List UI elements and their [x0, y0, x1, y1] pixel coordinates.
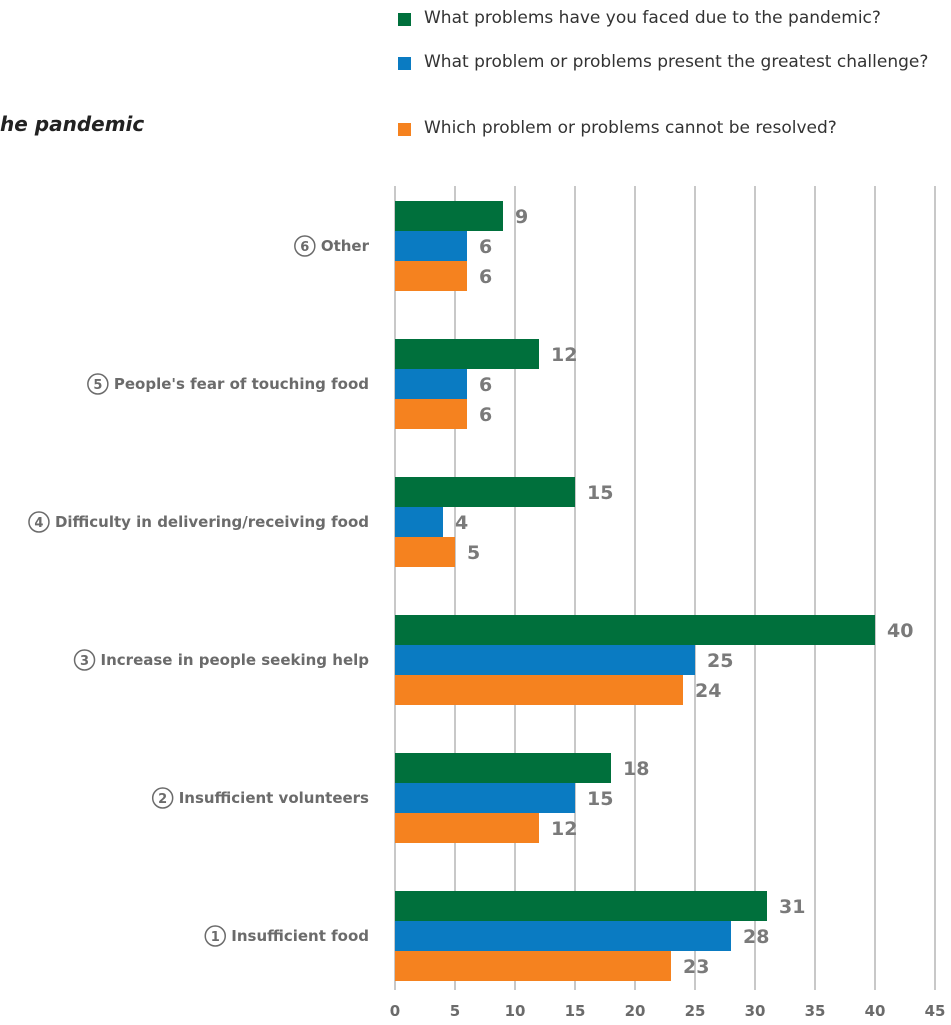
value-label-cannot-resolve-4: 5 [467, 542, 480, 564]
value-label-cannot-resolve-5: 6 [479, 404, 492, 426]
bar-greatest-challenge-6 [395, 231, 467, 261]
category-number-circle-4 [28, 511, 50, 533]
bar-faced-3 [395, 615, 875, 645]
bar-faced-1 [395, 891, 767, 921]
x-tick-label-20: 20 [625, 1002, 646, 1020]
bar-cannot-resolve-1 [395, 951, 671, 981]
category-label-4: Difficulty in delivering/receiving food [55, 513, 369, 531]
value-label-faced-1: 31 [779, 896, 805, 918]
value-label-faced-2: 18 [623, 758, 649, 780]
category-number-5: 5 [93, 378, 102, 393]
category-number-2: 2 [158, 792, 167, 807]
value-label-cannot-resolve-6: 6 [479, 266, 492, 288]
value-label-faced-6: 9 [515, 206, 528, 228]
bar-greatest-challenge-5 [395, 369, 467, 399]
bar-faced-2 [395, 753, 611, 783]
value-label-faced-4: 15 [587, 482, 613, 504]
legend-label-cannot-resolve: Which problem or problems cannot be reso… [424, 118, 837, 138]
value-label-cannot-resolve-1: 23 [683, 956, 709, 978]
value-label-cannot-resolve-3: 24 [695, 680, 721, 702]
bar-greatest-challenge-4 [395, 507, 443, 537]
bar-faced-4 [395, 477, 575, 507]
category-number-1: 1 [211, 930, 220, 945]
bar-greatest-challenge-2 [395, 783, 575, 813]
value-label-faced-5: 12 [551, 344, 577, 366]
category-label-6: Other [321, 237, 370, 255]
bar-cannot-resolve-2 [395, 813, 539, 843]
x-tick-label-5: 5 [450, 1002, 460, 1020]
legend-item-faced: What problems have you faced due to the … [398, 8, 944, 29]
value-label-greatest-challenge-3: 25 [707, 650, 733, 672]
category-number-6: 6 [300, 240, 309, 255]
category-number-circle-5 [87, 373, 109, 395]
category-number-circle-6 [294, 235, 316, 257]
category-label-2: Insufficient volunteers [179, 789, 369, 807]
category-label-1: Insufficient food [231, 927, 369, 945]
x-tick-label-30: 30 [745, 1002, 766, 1020]
category-number-circle-2 [151, 787, 174, 809]
bar-cannot-resolve-5 [395, 399, 467, 429]
bar-greatest-challenge-1 [395, 921, 731, 951]
bar-faced-6 [395, 201, 503, 231]
bar-cannot-resolve-6 [395, 261, 467, 291]
category-label-3: Increase in people seeking help [101, 651, 370, 669]
category-number-circle-1 [204, 925, 226, 947]
value-label-greatest-challenge-4: 4 [455, 512, 468, 534]
legend-swatch-faced [398, 13, 411, 26]
bar-faced-5 [395, 339, 539, 369]
x-tick-label-35: 35 [805, 1002, 826, 1020]
bar-greatest-challenge-3 [395, 645, 695, 675]
legend-label-faced: What problems have you faced due to the … [424, 8, 881, 28]
x-tick-label-40: 40 [865, 1002, 886, 1020]
value-label-greatest-challenge-1: 28 [743, 926, 769, 948]
category-label-5: People's fear of touching food [114, 375, 369, 393]
x-tick-label-25: 25 [685, 1002, 706, 1020]
legend-swatch-cannot-resolve [398, 123, 411, 136]
value-label-cannot-resolve-2: 12 [551, 818, 577, 840]
value-label-greatest-challenge-6: 6 [479, 236, 492, 258]
x-tick-label-10: 10 [505, 1002, 526, 1020]
bar-cannot-resolve-4 [395, 537, 455, 567]
legend-label-greatest-challenge: What problem or problems present the gre… [424, 52, 929, 72]
value-label-faced-3: 40 [887, 620, 913, 642]
legend-item-greatest-challenge: What problem or problems present the gre… [398, 52, 944, 73]
category-number-3: 3 [80, 654, 89, 669]
x-tick-label-45: 45 [925, 1002, 946, 1020]
category-number-circle-3 [73, 649, 96, 671]
legend-item-cannot-resolve: Which problem or problems cannot be reso… [398, 118, 944, 139]
legend-swatch-greatest-challenge [398, 57, 411, 70]
value-label-greatest-challenge-2: 15 [587, 788, 613, 810]
value-label-greatest-challenge-5: 6 [479, 374, 492, 396]
x-tick-label-0: 0 [390, 1002, 400, 1020]
chart-title-fragment: he pandemic [0, 112, 145, 136]
x-tick-label-15: 15 [565, 1002, 586, 1020]
bar-cannot-resolve-3 [395, 675, 683, 705]
category-number-4: 4 [34, 516, 43, 531]
